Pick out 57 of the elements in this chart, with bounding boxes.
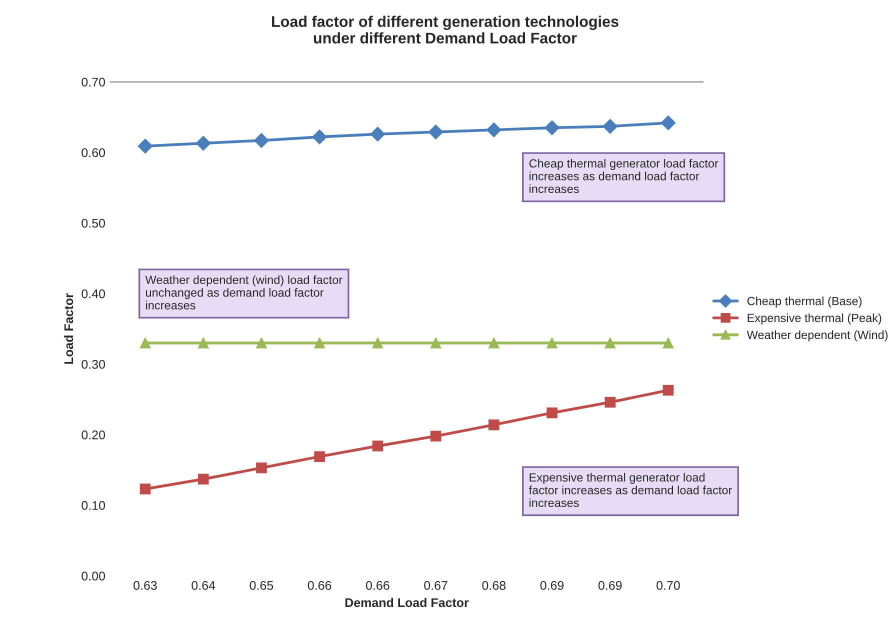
point (254, 133, 269, 148)
point (256, 338, 267, 348)
y-tick-label: 0.30 (82, 360, 106, 369)
annotation: Cheap thermal generator load factor increases as demand load factor increases (529, 158, 718, 194)
x-tick-label: 0.63 (134, 581, 157, 590)
point (312, 130, 327, 144)
y-tick-label: 0.40 (82, 289, 106, 298)
x-tick-label: 0.69 (540, 581, 564, 590)
point (488, 419, 500, 430)
x-tick-label: 0.68 (482, 581, 506, 590)
point (370, 126, 386, 142)
point (662, 338, 674, 348)
y-tick-label: 0.00 (82, 572, 106, 580)
y-axis-title: Load Factor (64, 293, 74, 364)
point (256, 462, 267, 474)
point (198, 474, 209, 485)
point (140, 484, 151, 494)
point (604, 396, 616, 408)
x-tick-label: 0.67 (424, 581, 448, 590)
point (662, 384, 674, 396)
x-tick-label: 0.65 (250, 581, 274, 590)
point (544, 120, 560, 136)
y-tick-label: 0.70 (82, 78, 106, 87)
point (546, 338, 558, 348)
point (430, 338, 442, 348)
legend-label: Cheap thermal (Base) (747, 296, 862, 308)
point (138, 138, 153, 154)
point (314, 338, 325, 348)
point (660, 115, 676, 130)
y-tick-label: 0.60 (82, 148, 106, 158)
x-tick-label: 0.69 (598, 581, 622, 590)
point (372, 338, 384, 348)
annotation: Expensive thermal generator load factor increases as demand load factor increases (528, 472, 732, 508)
y-tick-label: 0.20 (82, 430, 106, 440)
point (602, 118, 618, 134)
point (314, 451, 325, 462)
x-tick-label: 0.64 (192, 581, 216, 590)
point (604, 338, 616, 348)
point (546, 407, 558, 418)
annotation: Weather dependent (wind) load factor unchanged as demand load factor increases (145, 275, 342, 310)
x-tick-label: 0.70 (656, 581, 680, 590)
point (486, 122, 502, 138)
legend-label: Expensive thermal (Peak) (748, 313, 882, 324)
point (140, 338, 151, 348)
point (430, 430, 442, 442)
point (372, 440, 384, 452)
x-tick-label: 0.66 (366, 581, 390, 590)
y-tick-label: 0.50 (82, 218, 106, 228)
legend-label: Weather dependent (Wind) (746, 330, 888, 342)
x-tick-label: 0.66 (308, 581, 332, 590)
y-tick-label: 0.10 (82, 501, 106, 510)
point (196, 136, 211, 151)
point (428, 124, 444, 140)
point (198, 338, 209, 348)
x-axis-title: Demand Load Factor (345, 598, 469, 608)
point (488, 338, 500, 348)
chart-title: Load factor of different generation technologies under different Demand Load Factor (272, 16, 618, 44)
